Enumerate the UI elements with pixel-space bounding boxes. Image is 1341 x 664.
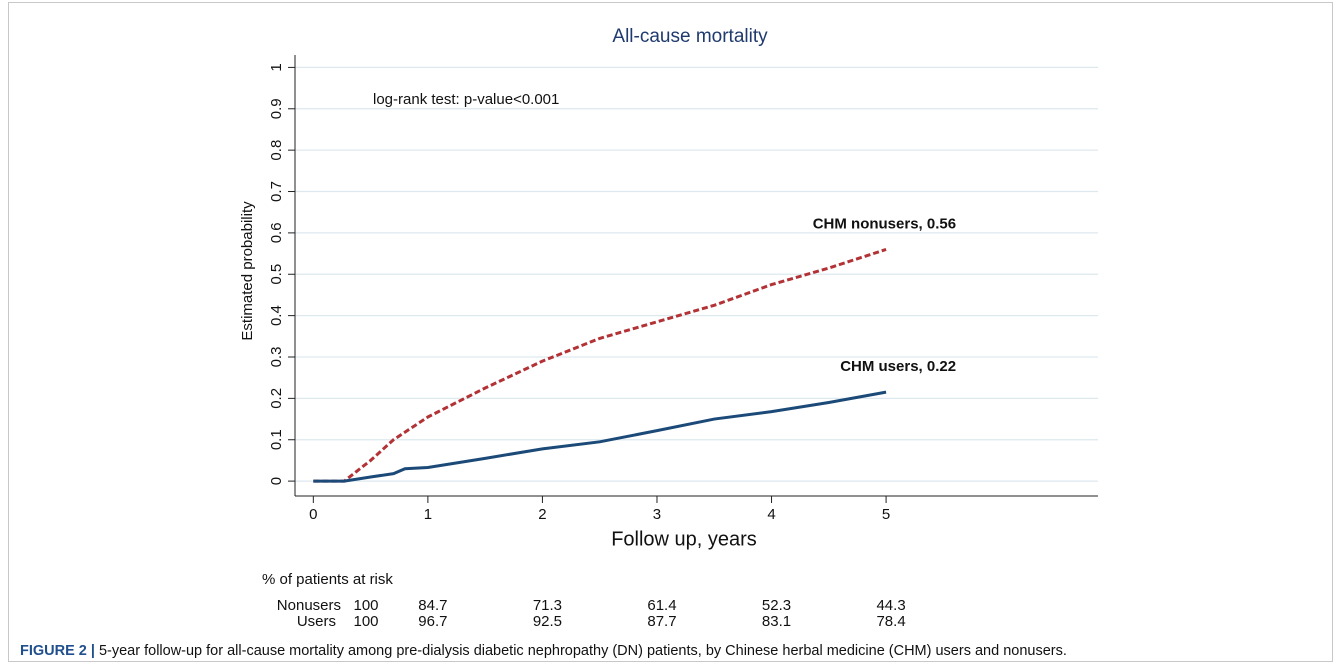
annotation: log-rank test: p-value<0.001: [373, 91, 559, 108]
risk-value: 100: [353, 597, 378, 614]
risk-value: 84.7: [418, 597, 447, 614]
risk-value: 83.1: [762, 613, 791, 630]
chart-title: All-cause mortality: [612, 26, 768, 47]
x-tick-label: 2: [538, 506, 546, 523]
line-series: [313, 248, 887, 483]
x-tick-label: 4: [767, 506, 775, 523]
line-series: [313, 390, 887, 483]
x-tick-label: 3: [653, 506, 661, 523]
risk-value: 87.7: [647, 613, 676, 630]
y-tick-label: 0.3: [268, 347, 285, 368]
risk-value: 52.3: [762, 597, 791, 614]
figure-border: [8, 2, 1333, 662]
y-tick-label: 0.1: [268, 429, 285, 450]
risk-row-name: Nonusers: [277, 597, 341, 614]
x-tick-label: 5: [882, 506, 890, 523]
x-tick-label: 1: [424, 506, 432, 523]
y-tick-label: 0.8: [268, 140, 285, 161]
risk-value: 92.5: [533, 613, 562, 630]
y-axis-label: Estimated probability: [239, 201, 256, 341]
x-axis-label: Follow up, years: [611, 528, 757, 550]
risk-value: 71.3: [533, 597, 562, 614]
risk-value: 100: [353, 613, 378, 630]
y-tick-label: 0.7: [268, 181, 285, 202]
caption-label: FIGURE 2 |: [20, 643, 95, 659]
risk-row-name: Users: [297, 613, 336, 630]
risk-value: 96.7: [418, 613, 447, 630]
y-tick-label: 0.9: [268, 98, 285, 119]
risk-value: 61.4: [647, 597, 676, 614]
y-tick-label: 0.5: [268, 264, 285, 285]
y-tick-label: 0.4: [268, 305, 285, 326]
risk-value: 44.3: [876, 597, 905, 614]
y-tick-label: 0.6: [268, 222, 285, 243]
y-tick-label: 1: [268, 63, 285, 71]
caption: FIGURE 2 | 5-year follow-up for all-cause…: [20, 643, 1067, 659]
y-tick-label: 0.2: [268, 388, 285, 409]
risk-value: 78.4: [876, 613, 905, 630]
caption-text: 5-year follow-up for all-cause mortality…: [99, 643, 1067, 659]
risk-table-title: % of patients at risk: [262, 571, 393, 588]
y-tick-label: 0: [268, 477, 285, 485]
x-tick-label: 0: [309, 506, 317, 523]
series-label: CHM nonusers, 0.56: [813, 215, 956, 232]
series-label: CHM users, 0.22: [840, 358, 956, 375]
